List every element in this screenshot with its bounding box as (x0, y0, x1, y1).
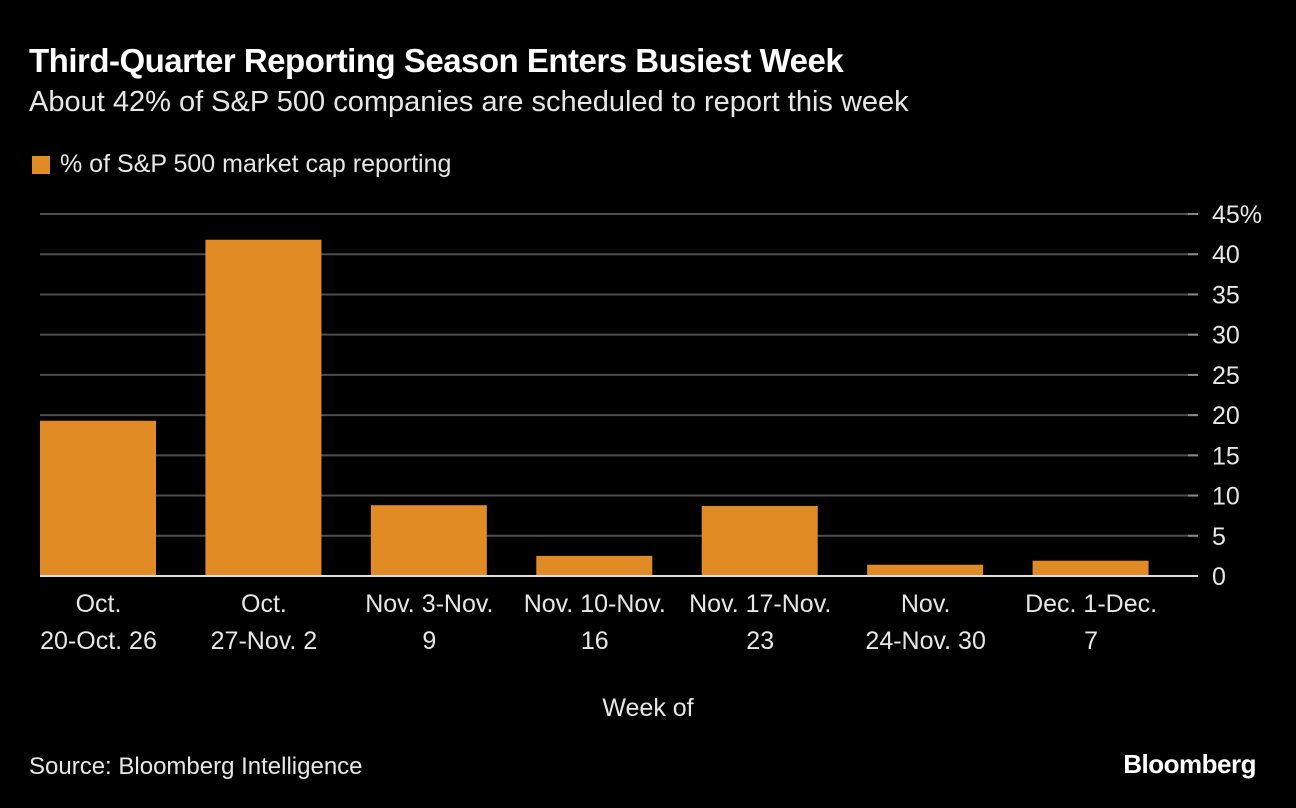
legend-swatch (32, 155, 50, 174)
x-tick-label: Dec. 1-Dec. (1025, 590, 1157, 618)
x-tick-label: 9 (422, 627, 436, 655)
bar (536, 555, 653, 576)
y-tick-label: 0 (1212, 563, 1226, 591)
legend: % of S&P 500 market cap reporting (32, 150, 451, 179)
bar (370, 505, 487, 576)
x-tick-label: 16 (581, 627, 609, 655)
y-tick-label: 25 (1212, 362, 1240, 390)
y-tick-label: 10 (1212, 483, 1240, 511)
x-tick-label: Oct. (241, 590, 287, 618)
x-tick-label: 27-Nov. 2 (211, 627, 318, 655)
x-tick-label: 24-Nov. 30 (865, 627, 985, 655)
chart-title: Third-Quarter Reporting Season Enters Bu… (29, 42, 844, 79)
x-tick-label: 20-Oct. 26 (40, 627, 157, 655)
bar (40, 420, 156, 576)
x-tick-label: Nov. 17-Nov. (689, 590, 831, 618)
y-tick-label: 30 (1212, 322, 1240, 350)
legend-label: % of S&P 500 market cap reporting (60, 150, 452, 178)
y-tick-label: 45% (1212, 201, 1262, 229)
y-tick-label: 40 (1212, 241, 1240, 269)
bar (701, 506, 818, 576)
x-axis-label: Week of (602, 694, 694, 722)
y-tick-label: 20 (1212, 402, 1240, 430)
chart-subtitle: About 42% of S&P 500 companies are sched… (29, 86, 909, 118)
x-tick-label: Nov. 10-Nov. (524, 590, 666, 618)
y-tick-label: 5 (1212, 523, 1226, 551)
y-tick-label: 35 (1212, 281, 1240, 309)
bar (867, 564, 984, 576)
x-tick-label: Nov. 3-Nov. (365, 590, 493, 618)
x-tick-label: Nov. (901, 590, 951, 618)
x-tick-label: 7 (1084, 627, 1098, 655)
x-tick-label: Oct. (76, 590, 122, 618)
source-note: Source: Bloomberg Intelligence (29, 753, 363, 780)
x-tick-label: 23 (746, 627, 774, 655)
y-tick-label: 15 (1212, 442, 1240, 470)
bar (205, 239, 322, 576)
bar (1032, 560, 1149, 576)
bloomberg-logo: Bloomberg (1123, 749, 1256, 779)
